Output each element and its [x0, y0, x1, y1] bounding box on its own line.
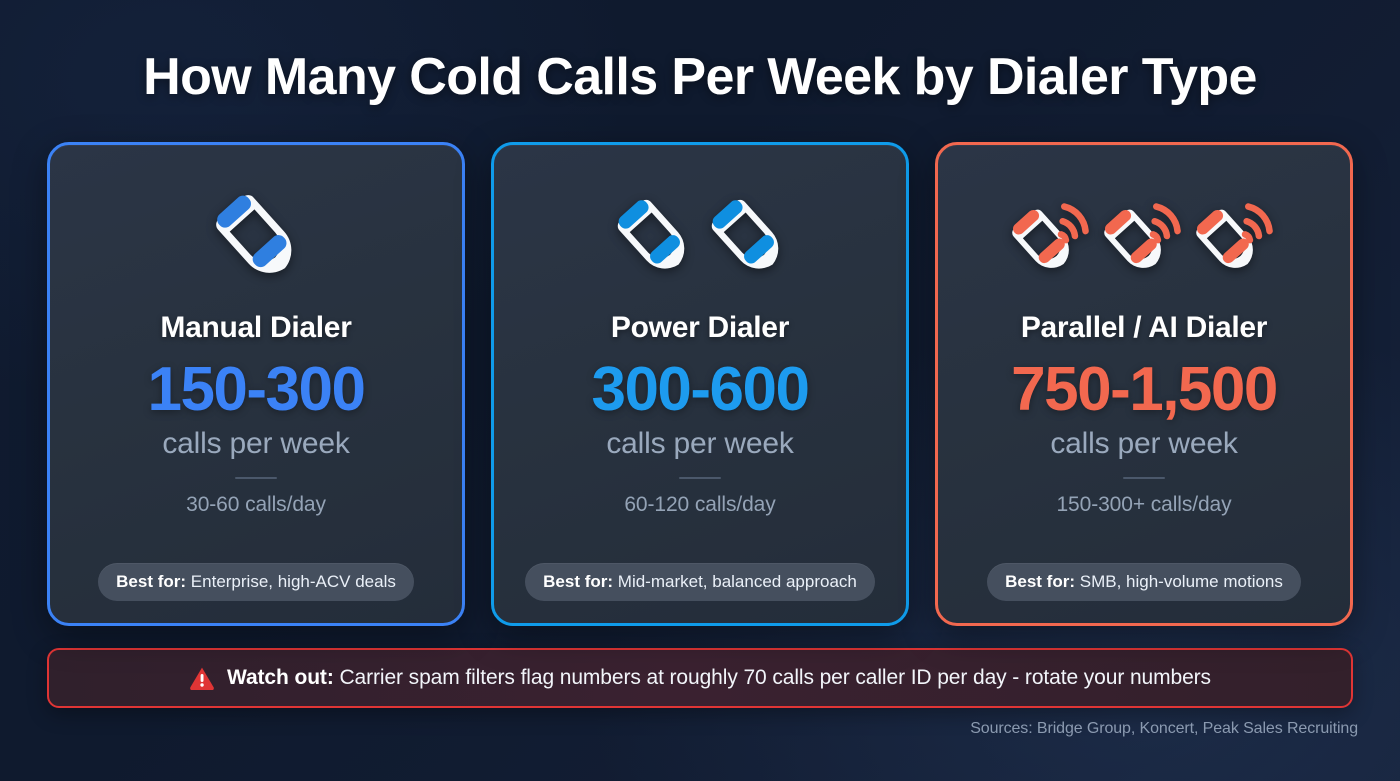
phone-receiver-icon-group — [204, 175, 308, 297]
calls-range-value: 750-1,500 — [1011, 355, 1278, 425]
warning-triangle-icon — [190, 667, 214, 691]
best-for-value: Mid-market, balanced approach — [617, 572, 857, 592]
calls-range-value: 300-600 — [591, 355, 810, 425]
calls-per-day-label: 150-300+ calls/day — [1056, 492, 1232, 516]
calls-per-day-label: 30-60 calls/day — [186, 492, 326, 516]
warning-banner: Watch out: Carrier spam filters flag num… — [47, 648, 1353, 709]
best-for-value: Enterprise, high-ACV deals — [190, 572, 396, 592]
phone-receiver-icon — [617, 200, 685, 269]
phone-with-waves-icon — [1104, 203, 1181, 269]
best-for-value: SMB, high-volume motions — [1079, 572, 1283, 592]
phone-receiver-icon-group — [607, 175, 793, 297]
phone-with-waves-icon — [1012, 203, 1089, 269]
card-divider — [1123, 476, 1165, 479]
calls-unit-label: calls per week — [162, 426, 350, 460]
dialer-card-manual[interactable]: Manual Dialer 150-300 calls per week 30-… — [47, 142, 465, 627]
best-for-label: Best for: — [116, 572, 187, 592]
sources-footer: Sources: Bridge Group, Koncert, Peak Sal… — [970, 720, 1358, 738]
phone-with-waves-icon-group — [1007, 175, 1281, 297]
warning-label: Watch out: — [227, 666, 334, 690]
page-title: How Many Cold Calls Per Week by Dialer T… — [143, 48, 1257, 106]
dialer-cards-row: Manual Dialer 150-300 calls per week 30-… — [0, 106, 1400, 627]
card-title: Power Dialer — [610, 311, 790, 345]
dialer-card-power[interactable]: Power Dialer 300-600 calls per week 60-1… — [491, 142, 909, 627]
warning-body: Carrier spam filters flag numbers at rou… — [339, 666, 1211, 690]
best-for-label: Best for: — [1005, 572, 1076, 592]
best-for-badge: Best for: Mid-market, balanced approach — [525, 563, 875, 602]
calls-unit-label: calls per week — [606, 426, 794, 460]
card-divider — [235, 476, 277, 479]
best-for-badge: Best for: Enterprise, high-ACV deals — [98, 563, 414, 602]
best-for-label: Best for: — [543, 572, 614, 592]
phone-with-waves-icon — [1196, 203, 1273, 269]
calls-per-day-label: 60-120 calls/day — [624, 492, 776, 516]
best-for-badge: Best for: SMB, high-volume motions — [987, 563, 1301, 602]
card-title: Parallel / AI Dialer — [1020, 311, 1268, 345]
calls-unit-label: calls per week — [1050, 426, 1238, 460]
card-title: Manual Dialer — [160, 311, 352, 345]
phone-receiver-icon — [216, 195, 292, 274]
phone-receiver-icon — [711, 200, 779, 269]
calls-range-value: 150-300 — [147, 355, 366, 425]
card-divider — [679, 476, 721, 479]
dialer-card-parallel-ai[interactable]: Parallel / AI Dialer 750-1,500 calls per… — [935, 142, 1353, 627]
warning-message: Watch out: Carrier spam filters flag num… — [227, 666, 1211, 690]
